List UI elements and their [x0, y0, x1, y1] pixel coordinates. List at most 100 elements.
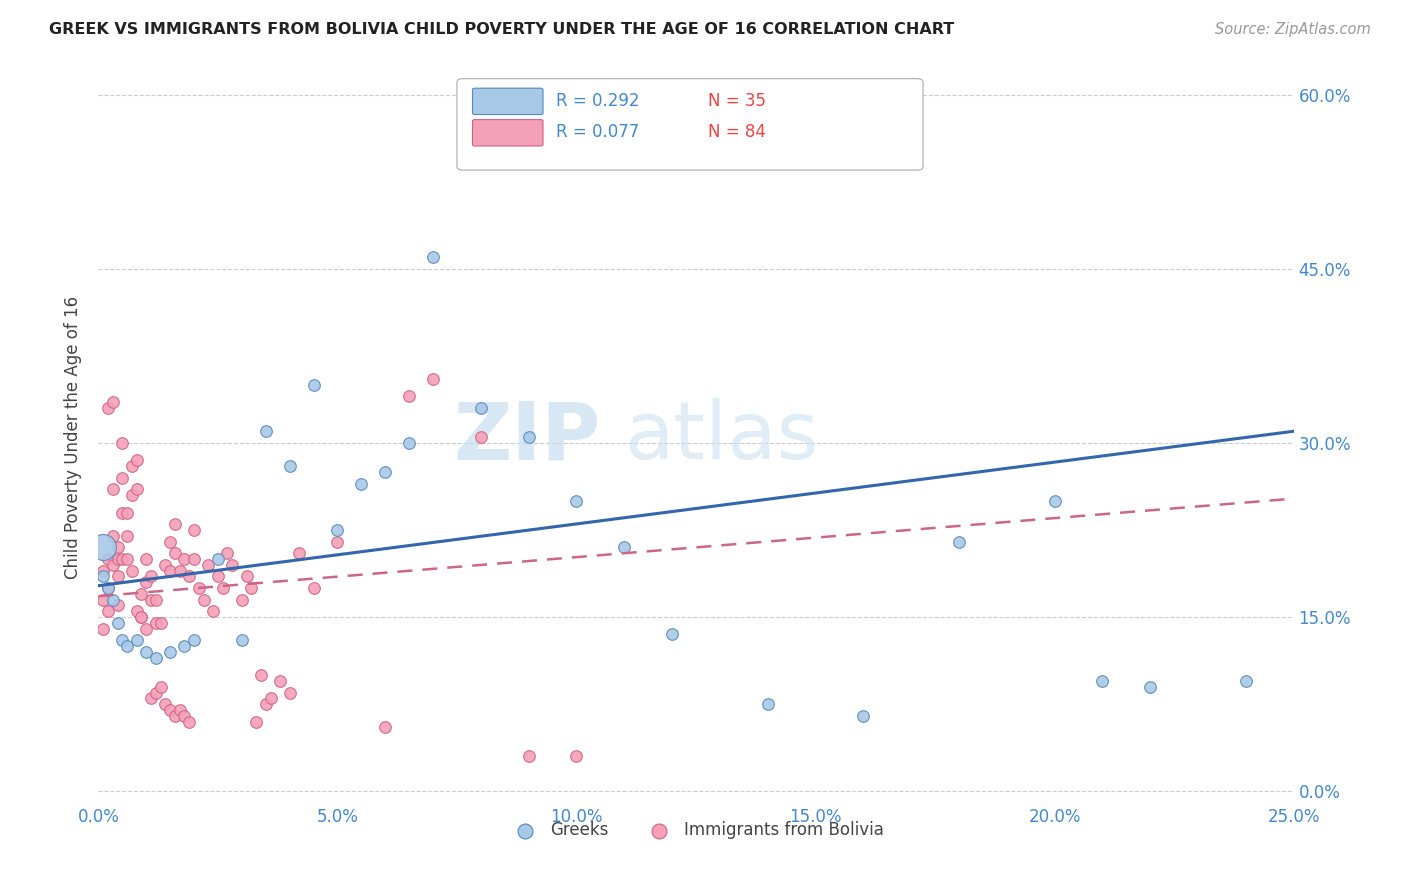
Point	[179, 569, 201, 583]
Point	[350, 476, 373, 491]
Point	[1234, 673, 1257, 688]
Point	[107, 552, 129, 566]
Y-axis label: Child Poverty Under the Age of 16: Child Poverty Under the Age of 16	[65, 295, 83, 579]
Point	[101, 395, 124, 409]
Point	[135, 645, 157, 659]
Point	[374, 465, 396, 479]
Point	[187, 581, 209, 595]
Point	[202, 604, 225, 618]
Point	[159, 564, 181, 578]
Point	[101, 592, 124, 607]
Point	[121, 564, 143, 578]
Point	[517, 430, 540, 444]
Point	[197, 558, 219, 572]
Point	[91, 541, 114, 555]
Point	[97, 552, 120, 566]
Point	[115, 529, 138, 543]
Point	[254, 697, 277, 711]
Point	[565, 494, 588, 508]
FancyBboxPatch shape	[472, 120, 543, 146]
Point	[155, 697, 177, 711]
Point	[326, 523, 349, 537]
Point	[115, 552, 138, 566]
Point	[661, 627, 683, 641]
Point	[1043, 494, 1066, 508]
Point	[173, 552, 195, 566]
Point	[207, 569, 229, 583]
Text: atlas: atlas	[624, 398, 818, 476]
Point	[149, 615, 172, 630]
Point	[91, 564, 114, 578]
Point	[159, 534, 181, 549]
Point	[398, 389, 420, 403]
Point	[756, 697, 779, 711]
Text: R = 0.292: R = 0.292	[557, 92, 640, 110]
Point	[565, 749, 588, 764]
Point	[159, 645, 181, 659]
Point	[852, 708, 875, 723]
Point	[193, 592, 215, 607]
Point	[302, 581, 325, 595]
Text: ZIP: ZIP	[453, 398, 600, 476]
Point	[115, 639, 138, 653]
Point	[278, 685, 301, 699]
Point	[97, 581, 120, 595]
Point	[245, 714, 267, 729]
Point	[97, 604, 120, 618]
Point	[207, 552, 229, 566]
Point	[1139, 680, 1161, 694]
Point	[422, 250, 444, 264]
Point	[111, 436, 134, 450]
Point	[163, 708, 186, 723]
Point	[470, 401, 492, 415]
FancyBboxPatch shape	[472, 88, 543, 114]
Point	[115, 506, 138, 520]
Point	[173, 708, 195, 723]
Point	[288, 546, 311, 560]
FancyBboxPatch shape	[457, 78, 922, 170]
Point	[163, 517, 186, 532]
Point	[398, 436, 420, 450]
Point	[97, 401, 120, 415]
Point	[125, 453, 148, 467]
Point	[131, 587, 153, 601]
Point	[155, 558, 177, 572]
Point	[613, 541, 636, 555]
Point	[302, 377, 325, 392]
Point	[107, 541, 129, 555]
Point	[259, 691, 281, 706]
Point	[125, 604, 148, 618]
Point	[91, 569, 114, 583]
Point	[107, 569, 129, 583]
Point	[221, 558, 243, 572]
Point	[231, 633, 253, 648]
Point	[422, 372, 444, 386]
Point	[169, 703, 191, 717]
Point	[131, 610, 153, 624]
Point	[111, 506, 134, 520]
Point	[97, 581, 120, 595]
Point	[111, 633, 134, 648]
Point	[948, 534, 970, 549]
Point	[139, 691, 162, 706]
Point	[211, 581, 233, 595]
Point	[470, 430, 492, 444]
Point	[163, 546, 186, 560]
Point	[145, 615, 167, 630]
Point	[173, 639, 195, 653]
Point	[179, 714, 201, 729]
Point	[125, 633, 148, 648]
Text: N = 84: N = 84	[709, 123, 766, 141]
Point	[278, 459, 301, 474]
Point	[145, 650, 167, 665]
Text: N = 35: N = 35	[709, 92, 766, 110]
Text: GREEK VS IMMIGRANTS FROM BOLIVIA CHILD POVERTY UNDER THE AGE OF 16 CORRELATION C: GREEK VS IMMIGRANTS FROM BOLIVIA CHILD P…	[49, 22, 955, 37]
Point	[139, 569, 162, 583]
Point	[135, 622, 157, 636]
Point	[159, 703, 181, 717]
Point	[231, 592, 253, 607]
Point	[121, 459, 143, 474]
Point	[135, 552, 157, 566]
Point	[101, 558, 124, 572]
Point	[135, 575, 157, 590]
